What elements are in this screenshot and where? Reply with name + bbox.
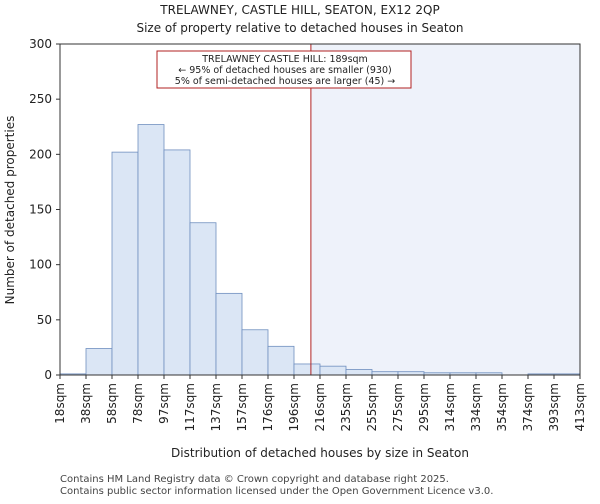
- y-axis-label: Number of detached properties: [3, 116, 17, 305]
- bar-97sqm: [163, 149, 191, 376]
- chart-title-line2: Size of property relative to detached ho…: [136, 21, 463, 35]
- x-tick-label: 78sqm: [131, 383, 145, 424]
- x-tick-label: 354sqm: [495, 383, 509, 431]
- x-tick-label: 275sqm: [391, 383, 405, 431]
- bar-216sqm: [319, 365, 347, 376]
- annotation-box: [156, 50, 412, 89]
- x-tick-label: 374sqm: [521, 383, 535, 431]
- y-tick-label: 250: [29, 92, 52, 106]
- x-tick-label: 58sqm: [105, 383, 119, 424]
- bar-176sqm: [267, 345, 295, 376]
- x-axis-ticks: 18sqm 38sqm 58sqm 78sqm 97sqm 117sqm 137sqm 157…: [53, 375, 587, 431]
- annotation-line2: ← 95% of detached houses are smaller (93…: [178, 65, 391, 76]
- plot-area: 0 50 100 150 200 250 300 18sqm 38sqm 58sqm 78sqm 9…: [29, 37, 587, 431]
- footer-line2: Contains public sector information licen…: [60, 486, 493, 497]
- x-tick-label: 216sqm: [313, 383, 327, 431]
- x-tick-label: 18sqm: [53, 383, 67, 424]
- y-tick-label: 200: [29, 147, 52, 161]
- x-axis-label: Distribution of detached houses by size …: [171, 446, 469, 460]
- bars-group: [59, 124, 581, 376]
- x-tick-label: 255sqm: [365, 383, 379, 431]
- y-axis-ticks: 0 50 100 150 200 250 300: [29, 37, 60, 382]
- bar-38sqm: [85, 348, 113, 376]
- x-tick-label: 137sqm: [209, 383, 223, 431]
- x-tick-label: 314sqm: [443, 383, 457, 431]
- bar-235sqm: [345, 369, 373, 376]
- x-tick-label: 117sqm: [183, 383, 197, 431]
- x-tick-label: 393sqm: [547, 383, 561, 431]
- footer-line1: Contains HM Land Registry data © Crown c…: [60, 474, 449, 485]
- y-tick-label: 300: [29, 37, 52, 51]
- larger-region-background: [310, 44, 580, 375]
- y-tick-label: 150: [29, 203, 52, 217]
- annotation-line1: TRELAWNEY CASTLE HILL: 189sqm: [201, 54, 368, 65]
- annotation-line3: 5% of semi-detached houses are larger (4…: [175, 76, 395, 87]
- x-tick-label: 413sqm: [573, 383, 587, 431]
- bar-117sqm: [189, 222, 217, 376]
- property-annotation: TRELAWNEY CASTLE HILL: 189sqm ← 95% of d…: [156, 50, 412, 89]
- bar-78sqm: [137, 124, 165, 376]
- x-tick-label: 235sqm: [339, 383, 353, 431]
- bar-196sqm: [293, 363, 321, 376]
- bar-58sqm: [111, 151, 139, 376]
- chart-title-line1: TRELAWNEY, CASTLE HILL, SEATON, EX12 2QP: [159, 3, 439, 17]
- y-tick-label: 100: [29, 258, 52, 272]
- bar-157sqm: [241, 329, 269, 376]
- x-tick-label: 334sqm: [469, 383, 483, 431]
- x-tick-label: 157sqm: [235, 383, 249, 431]
- x-tick-label: 176sqm: [261, 383, 275, 431]
- y-tick-label: 50: [37, 313, 52, 327]
- x-tick-label: 295sqm: [417, 383, 431, 431]
- x-tick-label: 97sqm: [157, 383, 171, 424]
- bar-137sqm: [215, 292, 243, 376]
- y-tick-label: 0: [44, 368, 52, 382]
- x-tick-label: 38sqm: [79, 383, 93, 424]
- x-tick-label: 196sqm: [287, 383, 301, 431]
